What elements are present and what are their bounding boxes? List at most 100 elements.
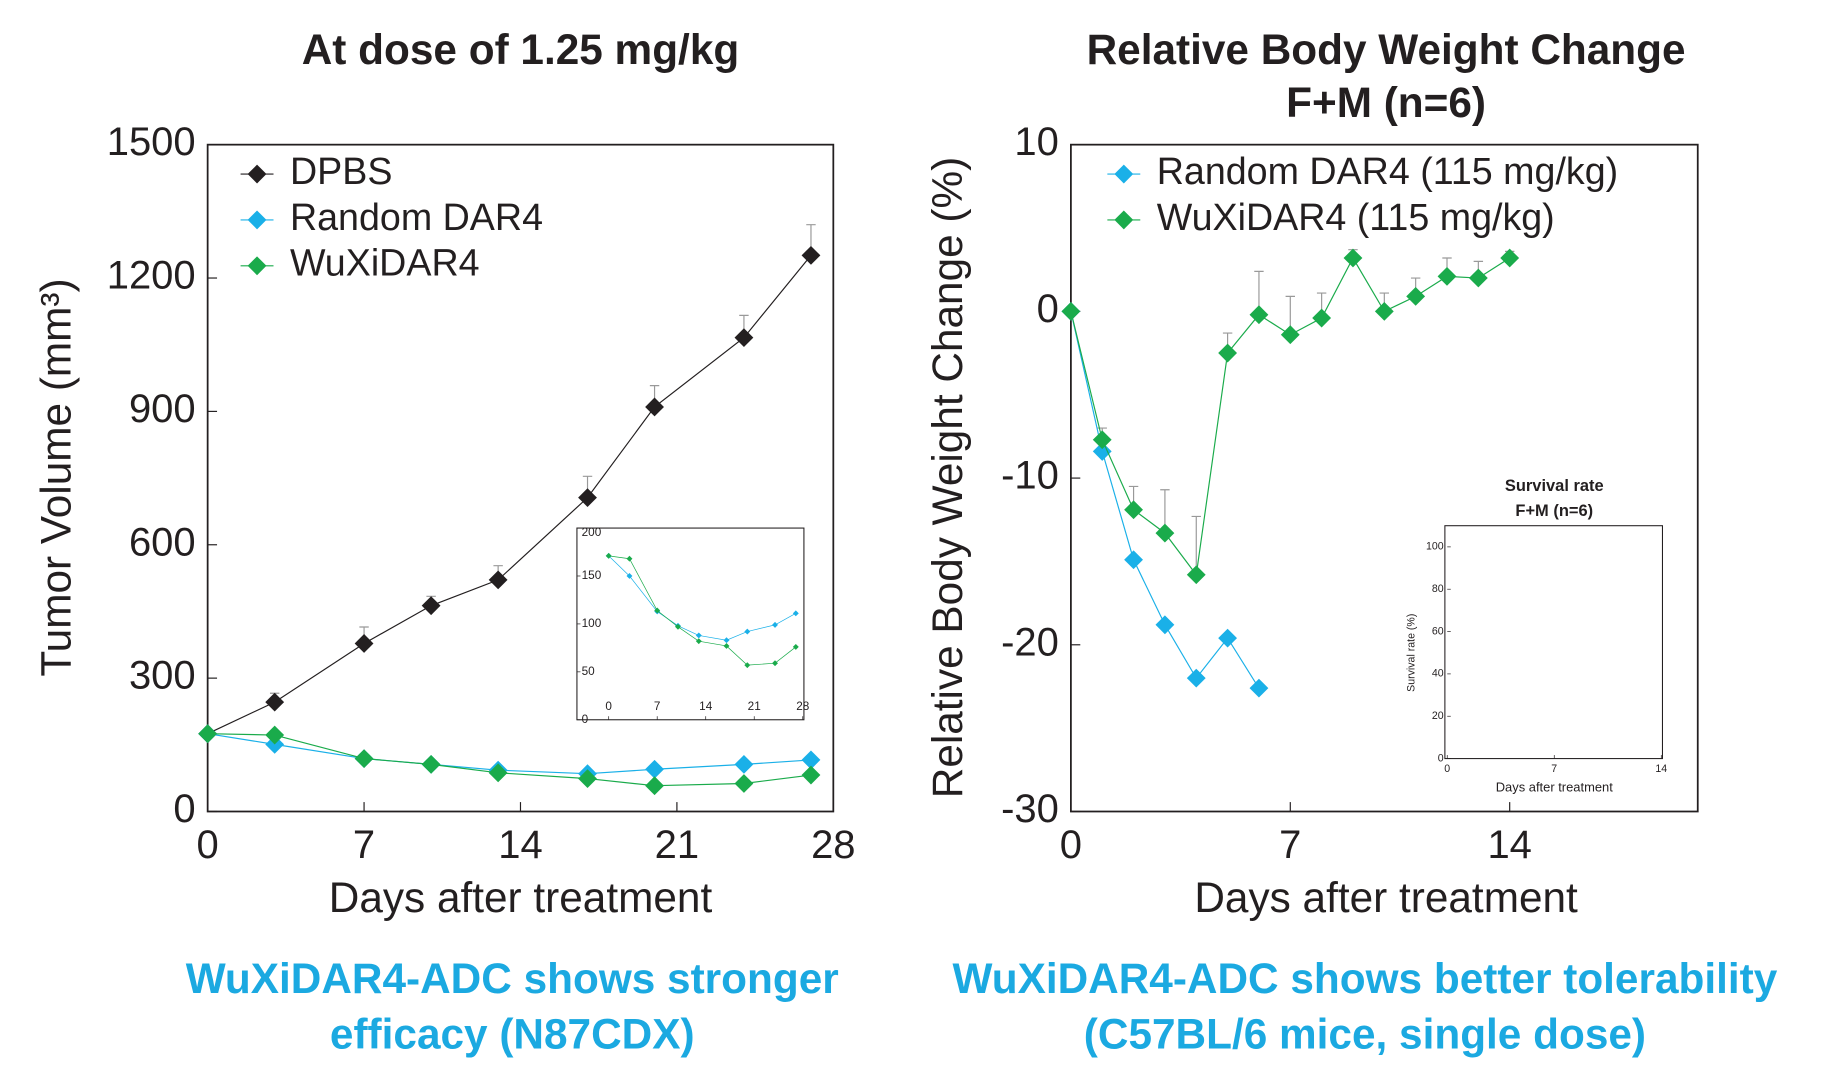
data-point: [645, 759, 664, 779]
data-point: [654, 607, 661, 614]
data-point: [1092, 430, 1112, 450]
y-tick-label: 1200: [107, 254, 196, 298]
y-tick-label: 0: [582, 713, 589, 726]
series-line: [207, 733, 812, 775]
chart-title: At dose of 1.25 mg/kg: [302, 26, 739, 73]
caption: efficacy (N87CDX): [330, 1010, 695, 1057]
x-tick-label: 7: [654, 700, 661, 713]
y-tick-label: 300: [129, 654, 196, 698]
plot-frame: [1070, 143, 1699, 813]
data-point: [265, 692, 285, 712]
legend-label: WuXiDAR4 (115 mg/kg): [1157, 196, 1555, 238]
data-point: [675, 623, 681, 630]
data-point: [1374, 301, 1394, 321]
y-tick-label: -10: [1001, 454, 1059, 498]
chart-subtitle: F+M (n=6): [1286, 79, 1486, 126]
data-point: [1061, 301, 1081, 321]
caption: WuXiDAR4-ADC shows stronger: [186, 955, 839, 1002]
plot-frame: [576, 527, 805, 721]
data-point: [723, 637, 730, 644]
y-tick-label: 0: [1037, 287, 1059, 331]
x-tick-label: 14: [1655, 763, 1667, 775]
data-point: [1155, 615, 1175, 635]
y-tick-label: 20: [1432, 710, 1444, 722]
x-tick-label: 0: [197, 823, 219, 867]
data-point: [1218, 343, 1238, 363]
y-tick-label: -20: [1001, 620, 1059, 664]
y-tick-label: 600: [129, 520, 196, 564]
legend-marker: [1114, 210, 1134, 230]
x-tick-label: 21: [748, 700, 761, 713]
data-point: [488, 570, 508, 590]
data-point: [744, 662, 751, 669]
x-tick-label: 14: [1487, 823, 1531, 867]
data-point: [645, 776, 664, 796]
x-tick-label: 0: [1444, 763, 1450, 775]
data-point: [605, 552, 612, 559]
y-tick-label: 200: [582, 526, 602, 539]
data-point: [1249, 305, 1269, 325]
data-point: [421, 596, 441, 616]
data-point: [744, 628, 751, 635]
data-point: [488, 763, 508, 783]
x-tick-label: 28: [796, 700, 810, 713]
data-point: [1186, 668, 1206, 688]
caption: (C57BL/6 mice, single dose): [1084, 1010, 1646, 1057]
data-point: [1312, 308, 1332, 328]
x-axis-label: Days after treatment: [1496, 779, 1613, 794]
y-tick-label: 60: [1432, 625, 1444, 637]
y-axis-label: Tumor Volume (mm³): [33, 278, 80, 676]
data-point: [1186, 565, 1206, 585]
chart-subtitle: F+M (n=6): [1515, 502, 1593, 520]
x-tick-label: 14: [498, 823, 542, 867]
y-tick-label: 0: [1438, 752, 1444, 764]
x-tick-label: 0: [605, 700, 612, 713]
data-point: [1343, 248, 1363, 268]
legend-marker: [247, 210, 267, 230]
data-point: [645, 397, 664, 417]
x-tick-label: 7: [1279, 823, 1301, 867]
data-point: [734, 774, 754, 793]
data-point: [1280, 325, 1300, 345]
data-point: [801, 750, 821, 770]
y-tick-label: 1500: [107, 120, 196, 164]
data-point: [1092, 441, 1112, 461]
data-point: [801, 245, 821, 265]
x-tick-label: 7: [1551, 763, 1557, 775]
data-point: [354, 634, 374, 653]
y-tick-label: 100: [1426, 541, 1444, 553]
data-point: [792, 610, 799, 617]
legend-label: Random DAR4: [290, 196, 543, 238]
caption: WuXiDAR4-ADC shows better tolerability: [953, 955, 1778, 1002]
data-point: [772, 660, 778, 667]
y-tick-label: 150: [582, 569, 602, 582]
chart-title: Survival rate: [1505, 477, 1604, 495]
y-tick-label: 40: [1432, 668, 1444, 680]
x-tick-label: 7: [353, 823, 375, 867]
data-point: [1249, 678, 1269, 698]
y-axis-label: Relative Body Weight Change (%): [924, 157, 971, 799]
data-point: [723, 643, 730, 649]
chart-title: Relative Body Weight Change: [1087, 26, 1686, 73]
error-bar: [1191, 515, 1201, 575]
y-tick-label: 100: [582, 617, 602, 630]
y-tick-label: 0: [173, 787, 195, 831]
plot-frame: [1444, 525, 1663, 760]
data-point: [1406, 286, 1426, 306]
data-point: [1155, 523, 1175, 543]
legend-marker: [247, 164, 267, 184]
x-axis-label: Days after treatment: [1194, 874, 1578, 921]
y-tick-label: 80: [1432, 583, 1444, 595]
legend-marker: [1114, 164, 1134, 184]
y-tick-label: 50: [582, 665, 596, 678]
legend-label: WuXiDAR4: [290, 242, 480, 284]
x-axis-label: Days after treatment: [329, 874, 713, 921]
data-point: [734, 328, 754, 348]
data-point: [1500, 248, 1520, 268]
x-tick-label: 0: [1060, 823, 1082, 867]
data-point: [1124, 500, 1143, 520]
data-point: [1468, 268, 1488, 288]
x-tick-label: 21: [655, 823, 699, 867]
